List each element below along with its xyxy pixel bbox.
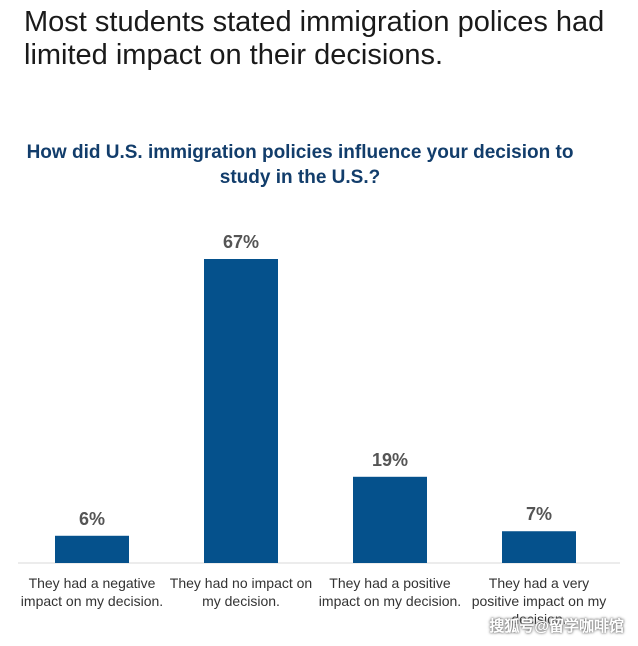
bar-4: [502, 531, 576, 563]
bar-2: [204, 259, 278, 563]
value-label-1: 6%: [79, 509, 105, 529]
bar-3: [353, 476, 427, 563]
value-label-3: 19%: [372, 450, 408, 470]
category-label-3: They had a positive impact on my decisio…: [318, 575, 462, 609]
bar-1: [55, 535, 129, 563]
category-label-2: They had no impact on my decision.: [169, 575, 313, 609]
value-label-4: 7%: [526, 504, 552, 524]
page-headline: Most students stated immigration polices…: [24, 6, 605, 71]
chart-title: How did U.S. immigration policies influe…: [26, 142, 574, 188]
watermark: 搜狐号@留学咖啡馆: [489, 618, 624, 635]
value-label-2: 67%: [223, 232, 259, 252]
category-label-1: They had a negative impact on my decisio…: [20, 575, 164, 609]
category-label-4: They had a very positive impact on my de…: [471, 575, 607, 627]
